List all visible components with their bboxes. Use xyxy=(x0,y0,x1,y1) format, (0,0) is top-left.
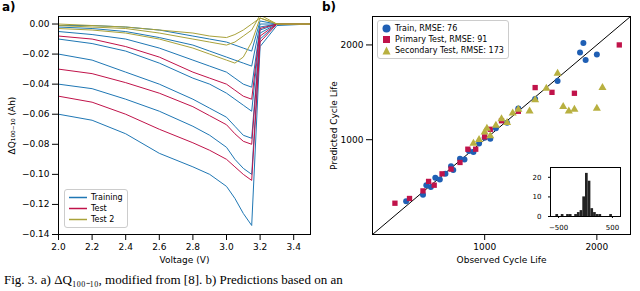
svg-text:0: 0 xyxy=(537,213,541,221)
svg-text:2.8: 2.8 xyxy=(186,242,201,252)
html-text:Training: Training xyxy=(91,193,123,202)
svg-text:2.2: 2.2 xyxy=(85,242,99,252)
svg-text:Predicted Cycle Life: Predicted Cycle Life xyxy=(329,81,339,170)
svg-text:2.4: 2.4 xyxy=(119,242,134,252)
svg-text:1000: 1000 xyxy=(473,242,496,252)
svg-text:3.2: 3.2 xyxy=(253,242,267,252)
html-text:Fig. 3. a) ΔQ₁₀₀₋₁₀, modified: Fig. 3. a) ΔQ₁₀₀₋₁₀, modified from [8]. … xyxy=(4,272,343,287)
svg-text:−0.06: −0.06 xyxy=(22,109,50,119)
html-text:Secondary Test, RMSE: 173: Secondary Test, RMSE: 173 xyxy=(395,46,504,55)
html-text:a): a) xyxy=(2,0,16,14)
svg-text:−0.14: −0.14 xyxy=(22,229,50,239)
svg-text:20: 20 xyxy=(533,174,542,182)
svg-text:2.6: 2.6 xyxy=(152,242,167,252)
html-text:Test: Test xyxy=(91,204,107,213)
svg-text:2.0: 2.0 xyxy=(51,242,66,252)
svg-text:−0.04: −0.04 xyxy=(22,79,50,89)
svg-text:Voltage (V): Voltage (V) xyxy=(160,255,210,265)
html-text:Train, RMSE: 76: Train, RMSE: 76 xyxy=(395,24,458,33)
html-text:Primary Test, RMSE: 91: Primary Test, RMSE: 91 xyxy=(395,35,488,44)
svg-text:500: 500 xyxy=(606,224,619,230)
svg-text:ΔQ₁₀₀₋₁₀ (Ah): ΔQ₁₀₀₋₁₀ (Ah) xyxy=(7,97,17,155)
svg-text:3.4: 3.4 xyxy=(287,242,302,252)
svg-text:−0.10: −0.10 xyxy=(22,169,50,179)
svg-text:10: 10 xyxy=(533,193,542,201)
svg-text:3.0: 3.0 xyxy=(219,242,234,252)
html-text:b): b) xyxy=(322,0,337,14)
html-text:Test 2: Test 2 xyxy=(91,215,115,224)
svg-text:−500: −500 xyxy=(549,224,568,230)
svg-text:2000: 2000 xyxy=(341,40,364,50)
svg-text:0.00: 0.00 xyxy=(29,19,49,29)
svg-text:−0.02: −0.02 xyxy=(22,49,50,59)
svg-text:1000: 1000 xyxy=(341,135,364,145)
svg-text:Observed Cycle Life: Observed Cycle Life xyxy=(457,255,547,265)
svg-text:−0.08: −0.08 xyxy=(22,139,50,149)
svg-text:2000: 2000 xyxy=(585,242,608,252)
svg-text:−0.12: −0.12 xyxy=(22,199,50,209)
